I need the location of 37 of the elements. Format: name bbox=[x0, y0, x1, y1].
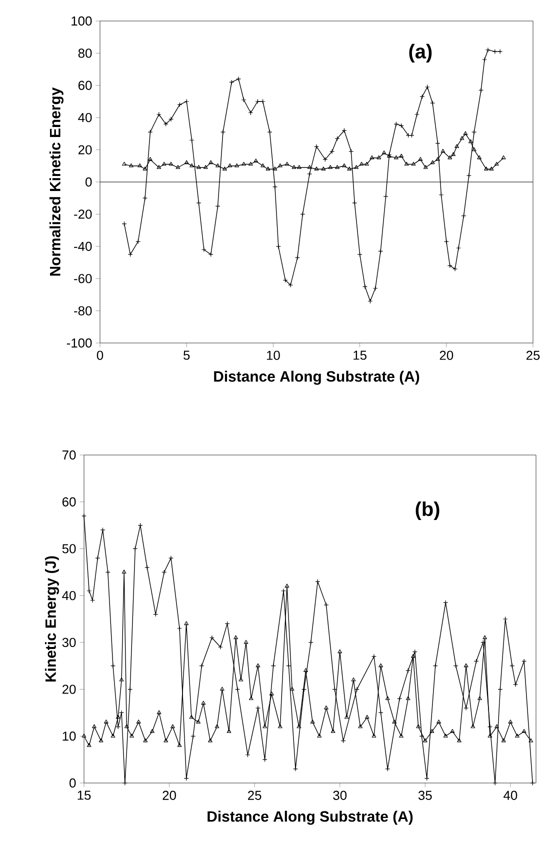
annotation: (a) bbox=[409, 44, 432, 62]
y-axis-title: Kinetic Energy (J) bbox=[44, 556, 59, 682]
x-tick-label: 10 bbox=[266, 350, 280, 360]
y-tick-label: 0 bbox=[70, 778, 76, 788]
x-axis-title: Distance Along Substrate (A) bbox=[214, 370, 420, 385]
y-tick-label: -60 bbox=[74, 274, 92, 284]
y-tick-label: -80 bbox=[74, 306, 92, 316]
y-tick-label: 40 bbox=[78, 113, 92, 122]
y-tick-label: 60 bbox=[62, 497, 76, 506]
y-tick-label: 20 bbox=[62, 684, 76, 694]
x-tick-label: 20 bbox=[440, 350, 454, 360]
annotation: (b) bbox=[416, 501, 440, 520]
y-tick-label: 80 bbox=[78, 48, 92, 58]
y-tick-label: 0 bbox=[86, 177, 92, 187]
y-tick-label: 30 bbox=[62, 638, 76, 648]
x-tick-label: 25 bbox=[248, 790, 262, 800]
y-axis-title: Normalized Kinetic Energy bbox=[49, 87, 64, 276]
y-tick-label: 60 bbox=[78, 80, 92, 90]
y-tick-label: -100 bbox=[66, 338, 92, 348]
y-tick-label: 50 bbox=[62, 544, 76, 554]
y-tick-label: 40 bbox=[62, 590, 76, 600]
y-tick-label: 70 bbox=[62, 450, 76, 460]
x-tick-label: 5 bbox=[184, 350, 190, 360]
x-tick-label: 40 bbox=[504, 790, 518, 800]
x-tick-label: 25 bbox=[526, 350, 540, 360]
x-tick-label: 30 bbox=[333, 790, 347, 800]
x-tick-label: 0 bbox=[96, 350, 104, 360]
x-tick-label: 20 bbox=[162, 790, 176, 800]
y-tick-label: -40 bbox=[74, 242, 92, 251]
y-tick-label: 20 bbox=[78, 145, 92, 154]
x-tick-label: 15 bbox=[78, 790, 91, 800]
x-axis-title: Distance Along Substrate (A) bbox=[208, 810, 413, 825]
x-tick-label: 15 bbox=[354, 350, 366, 360]
y-tick-label: 10 bbox=[62, 732, 76, 741]
y-tick-label: -20 bbox=[74, 210, 92, 219]
x-tick-label: 35 bbox=[418, 790, 432, 800]
y-tick-label: 100 bbox=[72, 16, 92, 26]
